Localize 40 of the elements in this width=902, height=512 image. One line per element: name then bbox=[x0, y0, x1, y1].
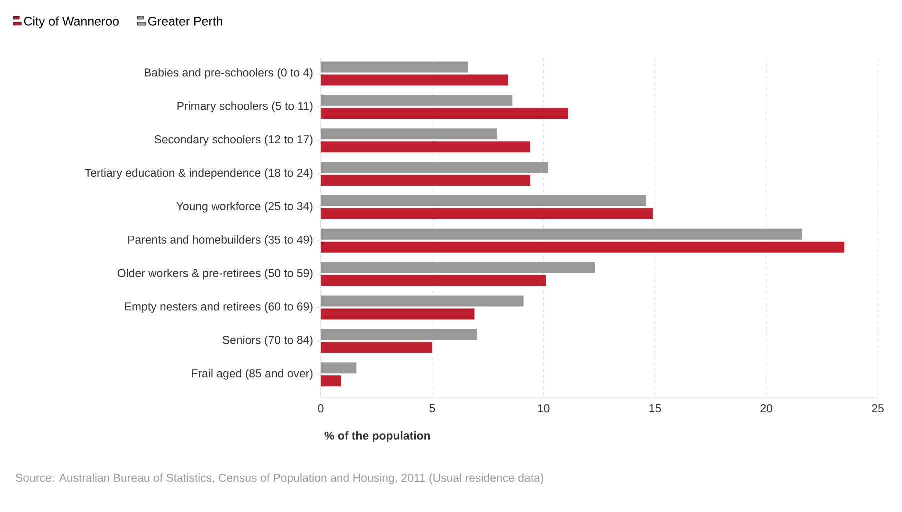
bar bbox=[321, 228, 802, 240]
bar bbox=[321, 376, 342, 387]
bar bbox=[321, 128, 498, 140]
y-tick-label: Frail aged (85 and over) bbox=[192, 369, 313, 380]
y-tick-label: Empty nesters and retirees (60 to 69) bbox=[125, 302, 313, 314]
y-tick-label: Secondary schoolers (12 to 17) bbox=[154, 135, 313, 146]
bar bbox=[321, 342, 432, 354]
x-tick-label: 10 bbox=[538, 404, 550, 413]
bar bbox=[321, 329, 477, 340]
legend-label: Greater Perth bbox=[148, 16, 222, 26]
x-tick-label: 25 bbox=[872, 404, 884, 413]
bar bbox=[321, 108, 568, 120]
bar bbox=[321, 62, 468, 73]
bar bbox=[321, 362, 357, 374]
legend-label: City of Wanneroo bbox=[24, 16, 119, 28]
y-tick-label: Primary schoolers (5 to 11) bbox=[178, 102, 313, 112]
bar bbox=[321, 262, 596, 274]
bar bbox=[321, 208, 653, 220]
bar bbox=[321, 296, 524, 307]
y-tick-label: Older workers & pre-retirees (50 to 59) bbox=[118, 268, 313, 280]
bar bbox=[321, 162, 548, 173]
bar bbox=[321, 275, 546, 286]
y-tick-label: Babies and pre-schoolers (0 to 4) bbox=[145, 68, 313, 80]
y-tick-label: Tertiary education & independence (18 to 24) bbox=[85, 168, 313, 180]
bar bbox=[321, 195, 646, 206]
x-tick-label: 15 bbox=[650, 404, 662, 412]
source-note: Source: Australian Bureau of Statistics, Census of Population and Housing, 2011 (Usual residence data) bbox=[16, 474, 544, 484]
x-tick-label: 5 bbox=[430, 404, 436, 412]
x-axis-title: % of the population bbox=[324, 432, 430, 442]
bar bbox=[321, 142, 530, 153]
y-tick-label: Young workforce (25 to 34) bbox=[176, 202, 313, 213]
bar bbox=[321, 74, 508, 86]
bar bbox=[321, 308, 475, 320]
x-tick-label: 20 bbox=[760, 404, 773, 413]
bar bbox=[321, 95, 513, 106]
bar bbox=[321, 174, 530, 186]
y-tick-label: Parents and homebuilders (35 to 49) bbox=[128, 236, 313, 246]
x-tick-label: 0 bbox=[318, 404, 324, 413]
bar bbox=[321, 242, 845, 253]
y-tick-label: Seniors (70 to 84) bbox=[222, 336, 313, 346]
